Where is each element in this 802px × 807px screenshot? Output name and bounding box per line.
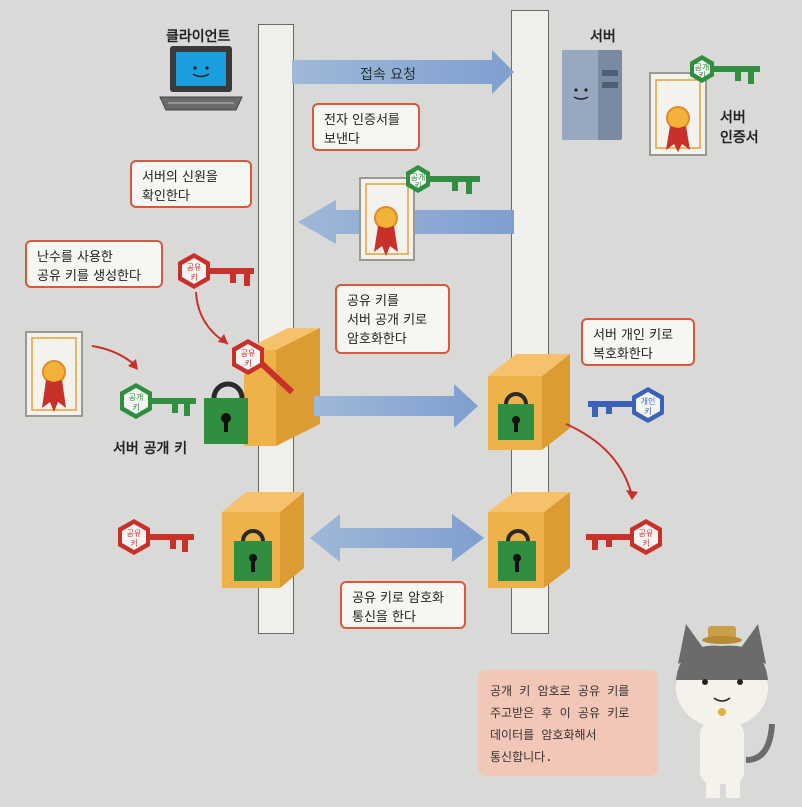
svg-text:공유: 공유 <box>639 529 654 538</box>
arrow-to-box <box>195 291 229 345</box>
private-key-icon <box>588 387 664 423</box>
svg-text:키: 키 <box>414 181 421 190</box>
public-key-icon-middle <box>406 165 480 194</box>
client-label: 클라이언트 <box>166 29 231 45</box>
certificate-icon <box>649 72 707 156</box>
bubble-generate-shared-key: 난수를 사용한 공유 키를 생성한다 <box>25 240 163 288</box>
svg-text:키: 키 <box>244 359 251 368</box>
server-lane <box>511 10 549 634</box>
svg-text:개인: 개인 <box>641 396 656 406</box>
public-key-text-top: 공개 <box>695 62 710 72</box>
client-lane <box>258 24 294 634</box>
svg-text:키: 키 <box>698 71 705 80</box>
svg-text:키: 키 <box>642 539 649 548</box>
svg-text:공개: 공개 <box>411 172 426 182</box>
arrow-cert-return <box>298 200 514 244</box>
svg-text:키: 키 <box>644 407 651 416</box>
server-label: 서버 <box>590 29 616 45</box>
laptop-icon <box>159 46 243 111</box>
public-key-icon-top <box>690 55 760 84</box>
server-public-key-label: 서버 공개 키 <box>113 441 188 457</box>
server-icon <box>562 50 622 140</box>
svg-text:공유: 공유 <box>187 263 202 272</box>
shared-key-icon-left <box>118 519 194 555</box>
bubble-send-cert: 전자 인증서를 보낸다 <box>312 103 420 151</box>
svg-text:공개: 공개 <box>129 392 144 402</box>
summary-note: 공개 키 암호로 공유 키를 주고받은 후 이 공유 키로 데이터를 암호화해서… <box>478 670 658 776</box>
cat-mascot <box>676 624 775 798</box>
bubble-encrypt-shared-key: 공유 키를 서버 공개 키로 암호화한다 <box>335 284 450 354</box>
bubble-communicate: 공유 키로 암호화 통신을 한다 <box>340 581 466 629</box>
shared-key-icon-generate <box>178 253 254 289</box>
arrow-label-connect: 접속 요청 <box>360 67 416 83</box>
svg-text:공유: 공유 <box>241 349 256 358</box>
svg-text:키: 키 <box>130 539 137 548</box>
certificate-icon-middle <box>359 177 415 261</box>
bubble-verify-server: 서버의 신원을 확인한다 <box>130 160 252 208</box>
certificate-icon-left <box>25 331 83 417</box>
svg-text:공유: 공유 <box>127 529 142 538</box>
arrow-send-box <box>314 384 478 428</box>
server-public-key-icon <box>120 383 196 419</box>
server-cert-label: 서버 인증서 <box>720 110 759 146</box>
lock-icon-client <box>204 381 248 444</box>
svg-text:키: 키 <box>190 273 197 282</box>
shared-key-icon-right <box>586 519 662 555</box>
svg-text:키: 키 <box>132 403 139 412</box>
arrow-two-way <box>310 514 484 562</box>
bubble-decrypt-private: 서버 개인 키로 복호화한다 <box>581 318 695 366</box>
